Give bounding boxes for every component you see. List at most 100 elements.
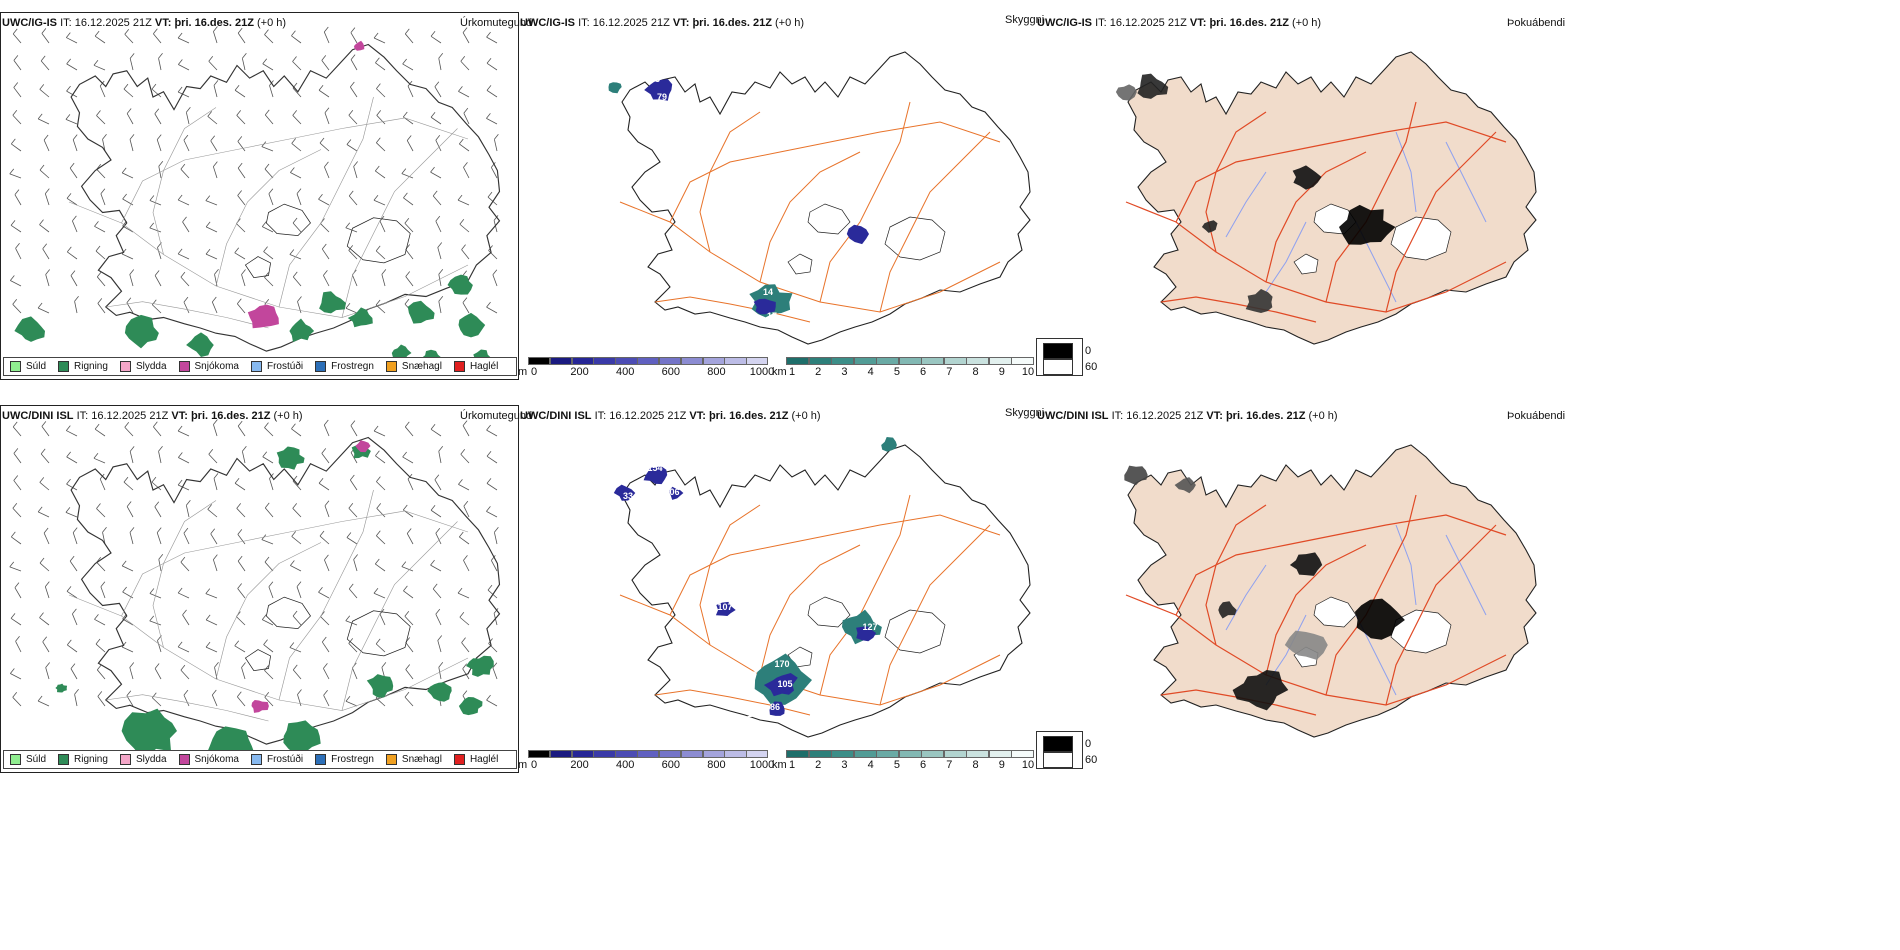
wind-barb — [262, 456, 274, 464]
wind-barb — [94, 618, 106, 626]
wind-barb — [292, 480, 302, 491]
wind-barb — [182, 221, 190, 233]
wind-barb — [375, 455, 386, 464]
wind-barb-flag — [323, 26, 329, 33]
cloudbase-value-label: 107 — [717, 602, 732, 612]
cloudbase-area — [753, 298, 776, 315]
wind-barb-flag — [291, 138, 297, 144]
rain-area — [283, 720, 321, 755]
wind-barb — [12, 33, 22, 44]
wind-barb-flag — [324, 554, 329, 561]
legend-swatch — [58, 361, 70, 372]
wind-barb — [66, 197, 78, 206]
wind-barb-flag — [435, 527, 441, 534]
colorbar-unit: m — [518, 759, 528, 771]
wind-barb — [375, 563, 386, 572]
wind-barb — [319, 142, 330, 152]
fog-legend-swatch — [1043, 343, 1073, 359]
colorbar-segment — [898, 357, 922, 365]
wind-barb — [237, 534, 246, 545]
wind-barb-flag — [374, 165, 380, 172]
wind-barb — [212, 559, 218, 572]
wind-barb — [183, 532, 190, 545]
legend-item: Súld — [10, 361, 46, 372]
wind-barb — [461, 249, 470, 260]
colorbar-segment — [943, 357, 967, 365]
wind-barb — [488, 250, 498, 260]
colorbar-segment — [680, 357, 704, 365]
wind-barb-flag — [205, 248, 211, 255]
wind-barb — [123, 88, 134, 98]
wind-barb-flag — [405, 664, 411, 670]
wind-barb-flag — [350, 54, 356, 60]
wind-barb-flag — [214, 269, 219, 275]
wind-barb-flag — [39, 477, 45, 483]
wind-barb — [459, 143, 470, 152]
wind-barb — [234, 482, 246, 491]
wind-barb-flag — [348, 502, 354, 509]
colorbar-tick-label: 1 — [788, 366, 796, 378]
wind-barb — [37, 118, 50, 125]
wind-barb-flag — [93, 60, 99, 66]
legend-swatch — [250, 754, 262, 765]
wind-barb — [493, 139, 498, 152]
fog-legend-row: 60 — [1043, 752, 1097, 768]
wind-barb-flag — [129, 527, 135, 533]
wind-barb — [66, 90, 78, 98]
wind-barb — [261, 146, 274, 152]
wind-barb-flag — [213, 80, 219, 86]
wind-barb — [405, 276, 414, 287]
wind-barb-flag — [10, 613, 16, 619]
wind-barb — [345, 307, 358, 314]
wind-barb — [237, 167, 246, 179]
wind-barb-flag — [70, 270, 76, 276]
wind-barb-flag — [297, 689, 302, 695]
legend-swatch — [178, 754, 190, 765]
wind-barb — [375, 643, 386, 653]
legend-label: Rigning — [74, 754, 108, 765]
colorbar-unit: km — [772, 759, 787, 771]
wind-barb — [151, 481, 162, 491]
wind-barb — [459, 223, 470, 233]
wind-barb-flag — [177, 32, 183, 39]
wind-barb — [11, 536, 22, 545]
wind-barb — [121, 253, 134, 260]
wind-barb-flag — [262, 58, 268, 65]
wind-barb — [345, 620, 358, 626]
wind-barb-flag — [13, 448, 19, 454]
colorbar-tick-label: 600 — [661, 759, 680, 771]
wind-barb — [13, 60, 22, 71]
wind-barb-flag — [264, 556, 270, 563]
colorbar-tick-label: 7 — [946, 759, 953, 771]
glacier-outline — [346, 217, 411, 264]
road — [341, 128, 458, 318]
wind-barb-flag — [183, 296, 189, 303]
wind-barb — [43, 139, 50, 152]
wind-barb-flag — [459, 611, 465, 618]
wind-barb — [41, 33, 50, 44]
colorbar-tick-label: 600 — [661, 366, 680, 378]
panel-header-left-top: UWC/IG-IS IT: 16.12.2025 21Z VT: þri. 16… — [2, 17, 287, 29]
glacier-outline — [244, 256, 272, 278]
rain-area — [458, 312, 486, 338]
wind-barb-flag — [487, 191, 493, 198]
rain-area — [14, 316, 45, 342]
cloudbase-area — [846, 224, 869, 245]
iceland-map — [1125, 51, 1537, 345]
wind-barb — [346, 537, 358, 545]
wind-barb — [404, 222, 414, 233]
wind-barb-flag — [261, 221, 267, 227]
glacier-outline — [884, 609, 946, 654]
wind-barb-flag — [182, 216, 187, 223]
wind-barb — [438, 301, 442, 314]
wind-barb — [376, 115, 386, 125]
wind-barb-flag — [122, 193, 127, 200]
wind-barb-flag — [237, 529, 243, 535]
wind-barb-flag — [318, 478, 324, 484]
wind-barb — [237, 425, 246, 437]
wind-barb — [177, 430, 190, 437]
wind-barb — [438, 451, 442, 464]
wind-barb-flag — [458, 479, 463, 485]
wind-barb-flag — [462, 27, 468, 33]
wind-barb — [241, 667, 246, 680]
